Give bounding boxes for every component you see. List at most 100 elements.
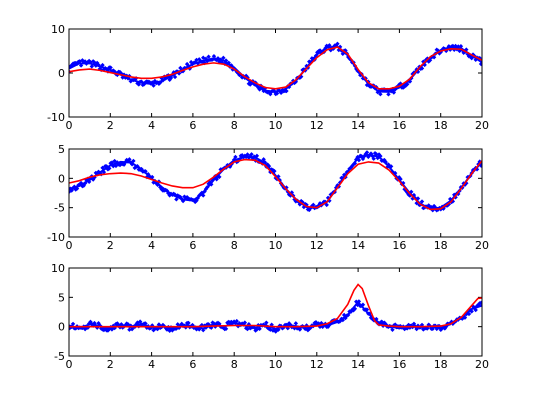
data-point — [85, 59, 90, 65]
data-point — [335, 41, 340, 46]
data-point — [209, 325, 214, 330]
data-point — [124, 157, 129, 163]
data-point — [182, 194, 187, 199]
plot-area — [69, 283, 482, 334]
data-point — [324, 202, 329, 208]
data-point — [108, 65, 113, 70]
data-point — [336, 47, 341, 53]
data-point — [390, 327, 395, 332]
x-tick-label: 6 — [189, 358, 196, 371]
y-tick-label: 5 — [58, 143, 65, 156]
data-point — [311, 202, 316, 208]
data-point — [234, 318, 239, 324]
data-point — [261, 157, 266, 162]
x-tick-label: 8 — [231, 358, 238, 371]
x-tick-label: 12 — [310, 119, 324, 132]
data-point — [371, 156, 376, 161]
axes-border — [68, 148, 483, 238]
data-point — [410, 196, 415, 201]
data-point — [96, 169, 101, 174]
x-tick-label: 12 — [310, 358, 324, 371]
y-tick-label: -5 — [54, 350, 65, 363]
data-point — [458, 44, 464, 49]
data-point — [340, 51, 346, 57]
data-point — [180, 68, 186, 74]
data-point — [243, 73, 249, 79]
data-point — [82, 59, 88, 64]
data-point — [288, 193, 293, 198]
data-point — [456, 44, 461, 49]
x-tick-label: 14 — [351, 239, 365, 252]
data-point — [86, 58, 92, 64]
y-tick-label: 0 — [58, 67, 65, 80]
data-point — [174, 197, 179, 202]
axes-border — [68, 28, 483, 118]
data-point — [419, 199, 425, 204]
data-point — [434, 47, 439, 52]
x-tick-label: 0 — [66, 119, 73, 132]
series-line — [69, 158, 482, 211]
data-point — [136, 82, 141, 87]
data-point — [129, 326, 135, 332]
data-point — [378, 91, 383, 97]
data-point — [94, 60, 100, 66]
data-point — [206, 54, 211, 59]
data-point — [105, 167, 111, 172]
x-tick-label: 20 — [475, 119, 489, 132]
data-point — [215, 56, 221, 61]
data-point — [278, 90, 284, 96]
axes-border — [68, 267, 483, 357]
data-point — [375, 90, 380, 95]
x-tick-label: 6 — [189, 119, 196, 132]
x-tick-label: 16 — [392, 239, 406, 252]
data-point — [378, 153, 383, 159]
y-tick-label: -10 — [47, 231, 65, 244]
data-point — [478, 163, 482, 168]
data-point — [221, 55, 226, 61]
data-point — [77, 59, 82, 64]
data-point — [225, 62, 230, 67]
x-tick-label: 2 — [107, 119, 114, 132]
data-point — [301, 204, 307, 210]
y-tick-label: 0 — [58, 172, 65, 185]
data-point — [120, 75, 125, 80]
data-point — [186, 320, 191, 326]
data-point — [88, 59, 93, 65]
data-point — [128, 79, 133, 84]
data-point — [264, 320, 269, 325]
axes-box — [68, 267, 483, 357]
x-tick-label: 4 — [148, 239, 155, 252]
data-point — [69, 189, 72, 195]
data-point — [469, 55, 474, 61]
y-tick-label: 10 — [51, 23, 65, 36]
x-tick-label: 2 — [107, 239, 114, 252]
data-point — [101, 327, 107, 333]
data-point — [119, 71, 124, 76]
data-point — [188, 59, 194, 65]
data-point — [217, 174, 222, 180]
x-tick-label: 20 — [475, 358, 489, 371]
x-tick-label: 18 — [434, 119, 448, 132]
y-tick-label: -5 — [54, 202, 65, 215]
data-point — [117, 69, 123, 75]
x-tick-label: 10 — [269, 119, 283, 132]
data-point — [215, 320, 221, 326]
data-point — [411, 192, 417, 198]
data-point — [217, 59, 222, 64]
x-tick-label: 18 — [434, 358, 448, 371]
y-tick-label: 10 — [51, 262, 65, 275]
x-tick-label: 0 — [66, 239, 73, 252]
x-tick-label: 16 — [392, 119, 406, 132]
x-tick-label: 8 — [231, 239, 238, 252]
data-point — [171, 70, 176, 75]
plot-area — [69, 41, 482, 97]
data-point — [245, 152, 250, 157]
data-point — [223, 326, 229, 331]
data-point — [211, 54, 217, 59]
x-tick-label: 8 — [231, 119, 238, 132]
x-tick-label: 14 — [351, 119, 365, 132]
data-point — [293, 321, 299, 326]
